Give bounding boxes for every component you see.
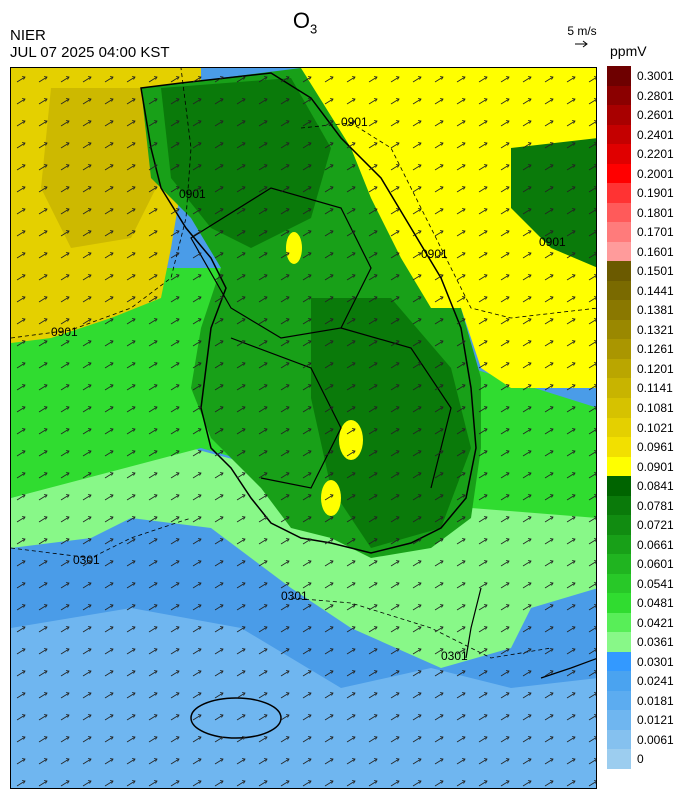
colorbar-tick-label: 0.1081 [637,400,674,415]
colorbar-segment [607,554,631,575]
map-title: O3 [0,8,610,36]
colorbar-tick-label: 0.1801 [637,205,674,220]
colorbar-segment [607,437,631,458]
colorbar-tick-label: 0.0481 [637,596,674,611]
colorbar [607,66,631,770]
colorbar-segment [607,671,631,692]
colorbar-tick-label: 0.1021 [637,420,674,435]
colorbar-segment [607,339,631,360]
colorbar-tick-label: 0.1321 [637,322,674,337]
colorbar-segment [607,397,631,418]
colorbar-segment [607,183,631,204]
colorbar-segment [607,144,631,165]
colorbar-segment [607,261,631,282]
colorbar-tick-label: 0.0061 [637,732,674,747]
colorbar-segment [607,358,631,379]
colorbar-segment [607,163,631,184]
colorbar-tick-label: 0.1201 [637,361,674,376]
colorbar-segment [607,222,631,243]
wind-reference: 5 m/s [557,24,607,53]
map-canvas: 0901 0901 0901 0901 0301 0301 0901 0301 [11,68,596,788]
colorbar-segment [607,85,631,106]
colorbar-tick-label: 0.0661 [637,537,674,552]
colorbar-tick-label: 0.2801 [637,88,674,103]
colorbar-tick-label: 0.0721 [637,518,674,533]
unit-label: ppmV [610,43,647,59]
colorbar-tick-label: 0.1141 [637,381,673,396]
colorbar-tick-label: 0.3001 [637,69,674,83]
colorbar-segment [607,300,631,321]
colorbar-tick-label: 0.0841 [637,479,674,494]
colorbar-tick-label: 0.1261 [637,342,674,357]
colorbar-segment [607,280,631,301]
colorbar-segment [607,66,631,87]
colorbar-tick-label: 0.1901 [637,186,674,201]
colorbar-tick-label: 0.1601 [637,244,674,259]
colorbar-segment [607,632,631,653]
colorbar-segment [607,456,631,477]
colorbar-segment [607,319,631,340]
colorbar-segment [607,573,631,594]
wind-reference-label: 5 m/s [567,24,597,38]
colorbar-tick-label: 0.1441 [637,283,674,298]
colorbar-segment [607,690,631,711]
colorbar-segment [607,124,631,145]
colorbar-segment [607,515,631,536]
colorbar-tick-label: 0.0901 [637,459,674,474]
colorbar-segment [607,534,631,555]
colorbar-tick-label: 0.1501 [637,264,674,279]
title-subscript: 3 [309,21,318,37]
colorbar-tick-label: 0.0601 [637,557,674,572]
colorbar-tick-label: 0.2001 [637,166,674,181]
colorbar-segment [607,729,631,750]
colorbar-segment [607,476,631,497]
colorbar-segment [607,651,631,672]
ozone-map: 0901 0901 0901 0901 0301 0301 0901 0301 [10,67,597,789]
colorbar-tick-label: 0.0121 [637,713,674,728]
colorbar-tick-label: 0.1381 [637,303,674,318]
colorbar-tick-label: 0.0421 [637,615,674,630]
colorbar-segment [607,593,631,614]
colorbar-segment [607,749,631,770]
wind-reference-arrow-icon [575,40,588,48]
colorbar-segment [607,612,631,633]
agency-label: NIER [10,27,46,44]
wind-vector-field [11,68,596,788]
colorbar-segment [607,202,631,223]
colorbar-segment [607,241,631,262]
colorbar-tick-label: 0.0241 [637,674,674,689]
colorbar-tick-label: 0.2401 [637,127,674,142]
colorbar-tick-label: 0.2601 [637,108,674,123]
colorbar-segment [607,710,631,731]
colorbar-tick-label: 0.2201 [637,147,674,162]
colorbar-tick-label: 0.0961 [637,440,674,455]
colorbar-segment [607,417,631,438]
timestamp-label: JUL 07 2025 04:00 KST [10,44,170,61]
colorbar-tick-label: 0.0541 [637,576,674,591]
colorbar-tick-label: 0.0301 [637,654,674,669]
colorbar-tick-label: 0 [637,752,644,767]
title-main: O [292,8,310,33]
colorbar-tick-label: 0.0181 [637,693,674,708]
colorbar-segment [607,105,631,126]
colorbar-tick-label: 0.1701 [637,225,674,240]
colorbar-tick-label: 0.0361 [637,635,674,650]
colorbar-segment [607,495,631,516]
colorbar-segment [607,378,631,399]
colorbar-tick-label: 0.0781 [637,498,674,513]
